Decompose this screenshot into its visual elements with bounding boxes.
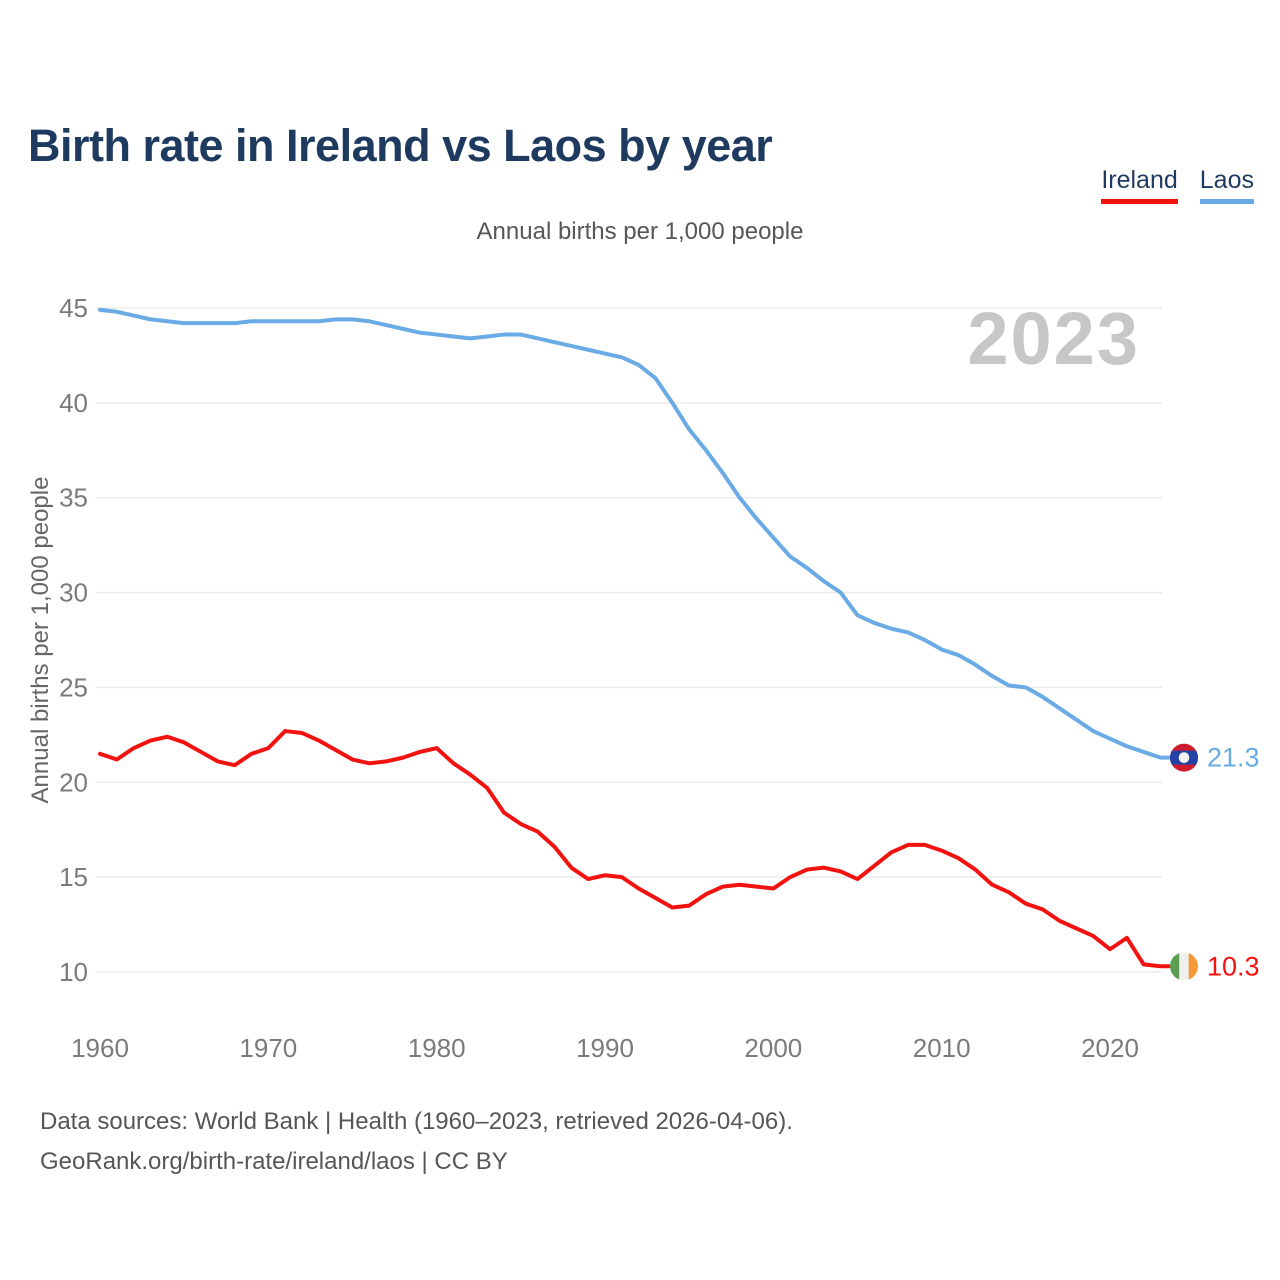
y-axis-title: Annual births per 1,000 people [27, 477, 54, 804]
y-tick-40: 40 [59, 388, 88, 418]
x-tick-1990: 1990 [576, 1033, 634, 1063]
page-title: Birth rate in Ireland vs Laos by year [28, 120, 773, 172]
y-tick-20: 20 [59, 767, 88, 797]
y-tick-10: 10 [59, 957, 88, 987]
y-tick-35: 35 [59, 483, 88, 513]
y-tick-45: 45 [59, 293, 88, 323]
y-tick-15: 15 [59, 862, 88, 892]
footer-sources-line: Data sources: World Bank | Health (1960–… [40, 1108, 793, 1135]
watermark-year: 2023 [967, 297, 1140, 380]
end-value-laos: 21.3 [1207, 743, 1260, 773]
legend-item-ireland[interactable]: Ireland [1101, 166, 1178, 204]
x-tick-2010: 2010 [913, 1033, 971, 1063]
x-tick-1980: 1980 [408, 1033, 466, 1063]
footer: Data sources: World Bank | Health (1960–… [40, 1102, 793, 1182]
flag-icon-ireland [1170, 952, 1198, 981]
line-laos[interactable] [98, 307, 1171, 760]
y-tick-30: 30 [59, 578, 88, 608]
footer-attribution-line: GeoRank.org/birth-rate/ireland/laos | CC… [40, 1148, 508, 1175]
legend-color-bar-ireland [1101, 199, 1178, 204]
x-tick-2020: 2020 [1081, 1033, 1139, 1063]
line-ireland[interactable] [98, 729, 1171, 969]
chart-subtitle: Annual births per 1,000 people [476, 218, 804, 245]
x-tick-2000: 2000 [744, 1033, 802, 1063]
legend-label-ireland: Ireland [1101, 166, 1178, 194]
y-tick-25: 25 [59, 672, 88, 702]
legend: Ireland Laos [1101, 166, 1254, 204]
flag-icon-laos [1170, 743, 1198, 772]
legend-color-bar-laos [1199, 199, 1254, 204]
legend-label-laos: Laos [1199, 166, 1254, 194]
x-tick-1970: 1970 [239, 1033, 297, 1063]
end-value-ireland: 10.3 [1207, 951, 1260, 981]
x-tick-1960: 1960 [71, 1033, 129, 1063]
legend-item-laos[interactable]: Laos [1199, 166, 1254, 204]
